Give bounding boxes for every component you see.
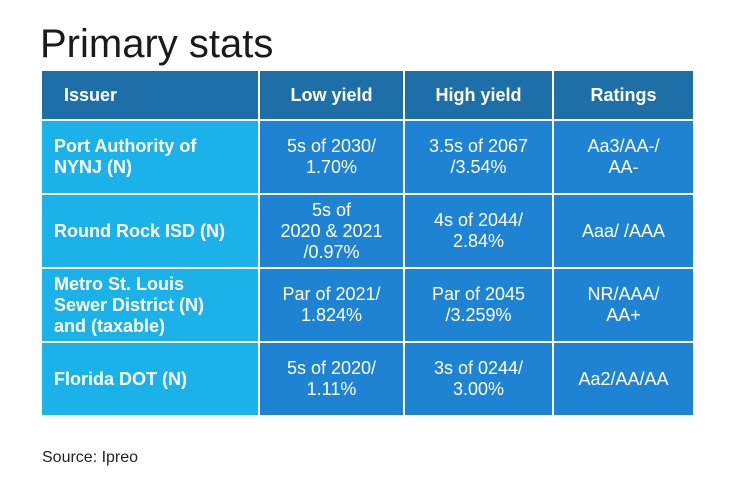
ratings-cell: NR/AAA/ AA+ bbox=[554, 269, 693, 341]
ratings-value: Aaa/ /AAA bbox=[581, 220, 666, 241]
low-yield-value: 5s of 2020/ 1.11% bbox=[286, 358, 377, 399]
high-yield-value: 3.5s of 2067 /3.54% bbox=[428, 136, 529, 177]
issuer-name: Metro St. Louis Sewer District (N) and (… bbox=[54, 273, 205, 336]
ratings-value: Aa2/AA/AA bbox=[578, 368, 669, 389]
low-yield-value: Par of 2021/ 1.824% bbox=[282, 284, 381, 325]
chart-title: Primary stats bbox=[40, 22, 274, 66]
low-yield-cell: 5s of 2020 & 2021 /0.97% bbox=[260, 195, 403, 267]
high-yield-cell: 3.5s of 2067 /3.54% bbox=[405, 121, 552, 193]
issuer-name: Port Authority of NYNJ (N) bbox=[54, 136, 197, 177]
low-yield-cell: Par of 2021/ 1.824% bbox=[260, 269, 403, 341]
issuer-name: Florida DOT (N) bbox=[54, 368, 187, 389]
issuer-cell: Metro St. Louis Sewer District (N) and (… bbox=[42, 269, 258, 341]
source-note: Source: Ipreo bbox=[42, 449, 139, 466]
ratings-value: Aa3/AA-/ AA- bbox=[587, 136, 660, 177]
high-yield-value: Par of 2045 /3.259% bbox=[431, 284, 526, 325]
issuer-cell: Port Authority of NYNJ (N) bbox=[42, 121, 258, 193]
ratings-value: NR/AAA/ AA+ bbox=[587, 284, 660, 325]
stats-table: Issuer Low yield High yield Ratings Port… bbox=[42, 71, 693, 415]
issuer-name: Round Rock ISD (N) bbox=[54, 220, 225, 241]
high-yield-cell: Par of 2045 /3.259% bbox=[405, 269, 552, 341]
high-yield-cell: 4s of 2044/ 2.84% bbox=[405, 195, 552, 267]
ratings-cell: Aaa/ /AAA bbox=[554, 195, 693, 267]
low-yield-cell: 5s of 2020/ 1.11% bbox=[260, 343, 403, 415]
column-header-low-yield: Low yield bbox=[260, 71, 403, 119]
issuer-cell: Round Rock ISD (N) bbox=[42, 195, 258, 267]
column-header-high-yield: High yield bbox=[405, 71, 552, 119]
high-yield-cell: 3s of 0244/ 3.00% bbox=[405, 343, 552, 415]
ratings-cell: Aa2/AA/AA bbox=[554, 343, 693, 415]
column-header-ratings: Ratings bbox=[554, 71, 693, 119]
high-yield-value: 4s of 2044/ 2.84% bbox=[433, 210, 524, 251]
column-header-issuer: Issuer bbox=[42, 71, 258, 119]
low-yield-value: 5s of 2020 & 2021 /0.97% bbox=[280, 199, 383, 262]
ratings-cell: Aa3/AA-/ AA- bbox=[554, 121, 693, 193]
low-yield-cell: 5s of 2030/ 1.70% bbox=[260, 121, 403, 193]
high-yield-value: 3s of 0244/ 3.00% bbox=[433, 358, 524, 399]
low-yield-value: 5s of 2030/ 1.70% bbox=[286, 136, 377, 177]
issuer-cell: Florida DOT (N) bbox=[42, 343, 258, 415]
